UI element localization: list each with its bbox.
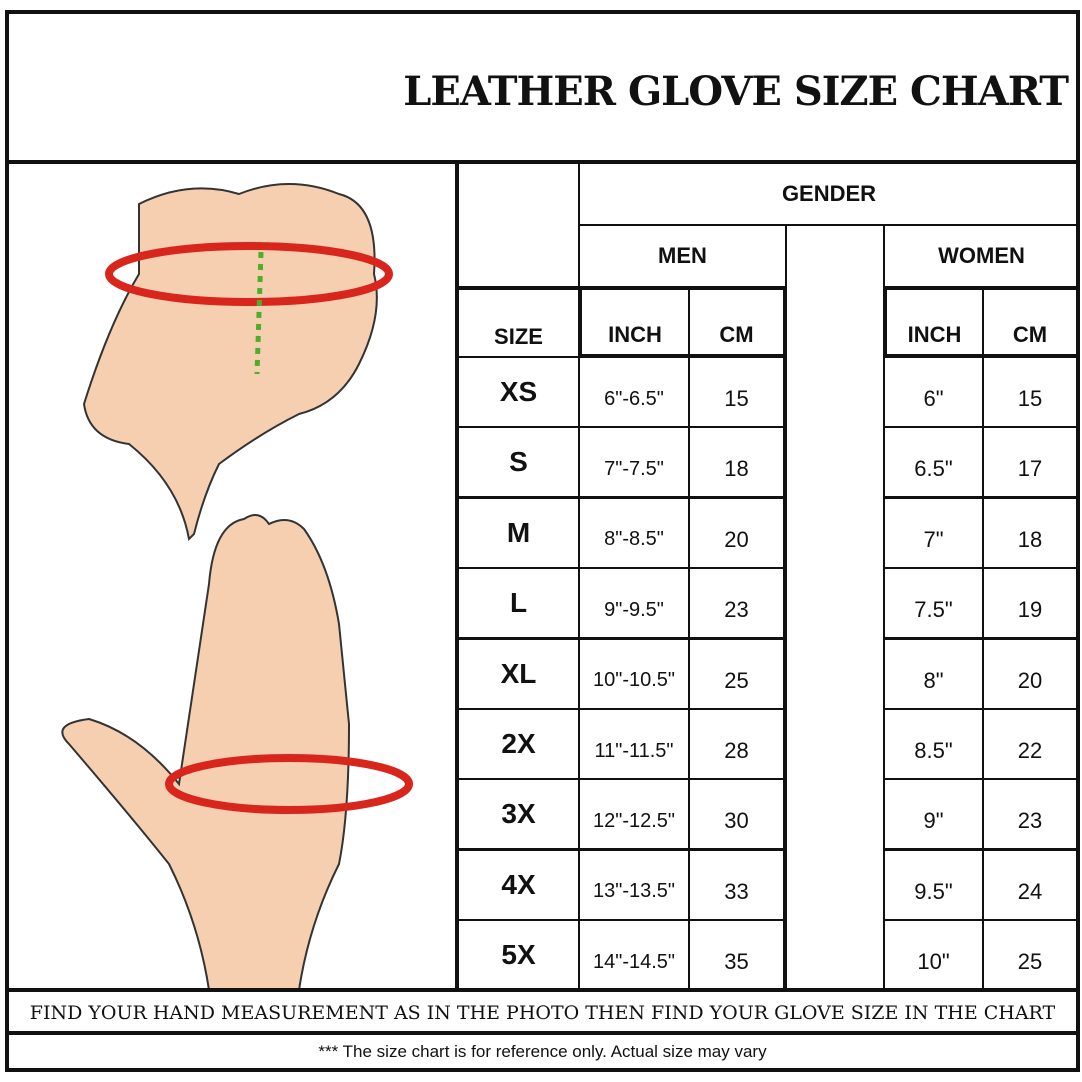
size-header: SIZE <box>455 286 580 358</box>
cell-women-inch: 8" <box>883 637 984 710</box>
cell-men-cm: 33 <box>688 848 787 921</box>
cell-men-inch: 11"-11.5" <box>578 708 690 780</box>
corner-cell <box>455 162 580 288</box>
men-inch-header: INCH <box>578 286 690 358</box>
cell-men-cm: 20 <box>688 496 787 569</box>
cell-women-cm: 24 <box>982 848 1080 921</box>
page-title: LEATHER GLOVE SIZE CHART <box>403 68 1069 115</box>
cell-women-cm: 22 <box>982 708 1080 780</box>
cell-men-cm: 18 <box>688 426 787 499</box>
cell-men-inch: 6"-6.5" <box>578 356 690 428</box>
disclaimer-text: *** The size chart is for reference only… <box>5 1031 1080 1072</box>
title-banner: LEATHER GLOVE SIZE CHART <box>5 10 1080 164</box>
cell-men-inch: 9"-9.5" <box>578 567 690 640</box>
cell-women-inch: 10" <box>883 919 984 992</box>
cell-men-cm: 30 <box>688 778 787 851</box>
cell-men-cm: 28 <box>688 708 787 780</box>
gender-gap-column <box>785 224 885 992</box>
cell-women-cm: 15 <box>982 356 1080 428</box>
cell-women-cm: 18 <box>982 496 1080 569</box>
cell-men-cm: 23 <box>688 567 787 640</box>
instruction-text: FIND YOUR HAND MEASUREMENT AS IN THE PHO… <box>5 988 1080 1034</box>
cell-women-inch: 9.5" <box>883 848 984 921</box>
cell-men-inch: 8"-8.5" <box>578 496 690 569</box>
cell-women-inch: 9" <box>883 778 984 851</box>
cell-men-cm: 15 <box>688 356 787 428</box>
cell-size: 5X <box>455 919 580 992</box>
cell-women-cm: 25 <box>982 919 1080 992</box>
cell-size: 2X <box>455 708 580 780</box>
cell-women-cm: 20 <box>982 637 1080 710</box>
cell-women-inch: 7.5" <box>883 567 984 640</box>
cell-women-inch: 7" <box>883 496 984 569</box>
women-cm-header: CM <box>982 286 1080 358</box>
cell-women-inch: 6.5" <box>883 426 984 499</box>
men-header: MEN <box>578 224 787 288</box>
cell-men-cm: 35 <box>688 919 787 992</box>
open-hand-illustration <box>61 514 413 990</box>
cell-women-inch: 8.5" <box>883 708 984 780</box>
hand-measurement-illustration <box>61 183 413 990</box>
cell-men-inch: 10"-10.5" <box>578 637 690 710</box>
cell-size: M <box>455 496 580 569</box>
cell-size: S <box>455 426 580 499</box>
cell-men-inch: 12"-12.5" <box>578 778 690 851</box>
women-inch-header: INCH <box>883 286 984 358</box>
cell-size: L <box>455 567 580 640</box>
men-cm-header: CM <box>688 286 787 358</box>
women-header: WOMEN <box>883 224 1080 288</box>
cell-women-cm: 23 <box>982 778 1080 851</box>
cell-size: 4X <box>455 848 580 921</box>
cell-size: 3X <box>455 778 580 851</box>
cell-men-inch: 7"-7.5" <box>578 426 690 499</box>
cell-men-cm: 25 <box>688 637 787 710</box>
cell-women-cm: 17 <box>982 426 1080 499</box>
gender-header: GENDER <box>578 162 1080 226</box>
cell-women-cm: 19 <box>982 567 1080 640</box>
cell-men-inch: 14"-14.5" <box>578 919 690 992</box>
cell-women-inch: 6" <box>883 356 984 428</box>
fist-illustration <box>82 183 393 542</box>
cell-men-inch: 13"-13.5" <box>578 848 690 921</box>
cell-size: XS <box>455 356 580 428</box>
cell-size: XL <box>455 637 580 710</box>
